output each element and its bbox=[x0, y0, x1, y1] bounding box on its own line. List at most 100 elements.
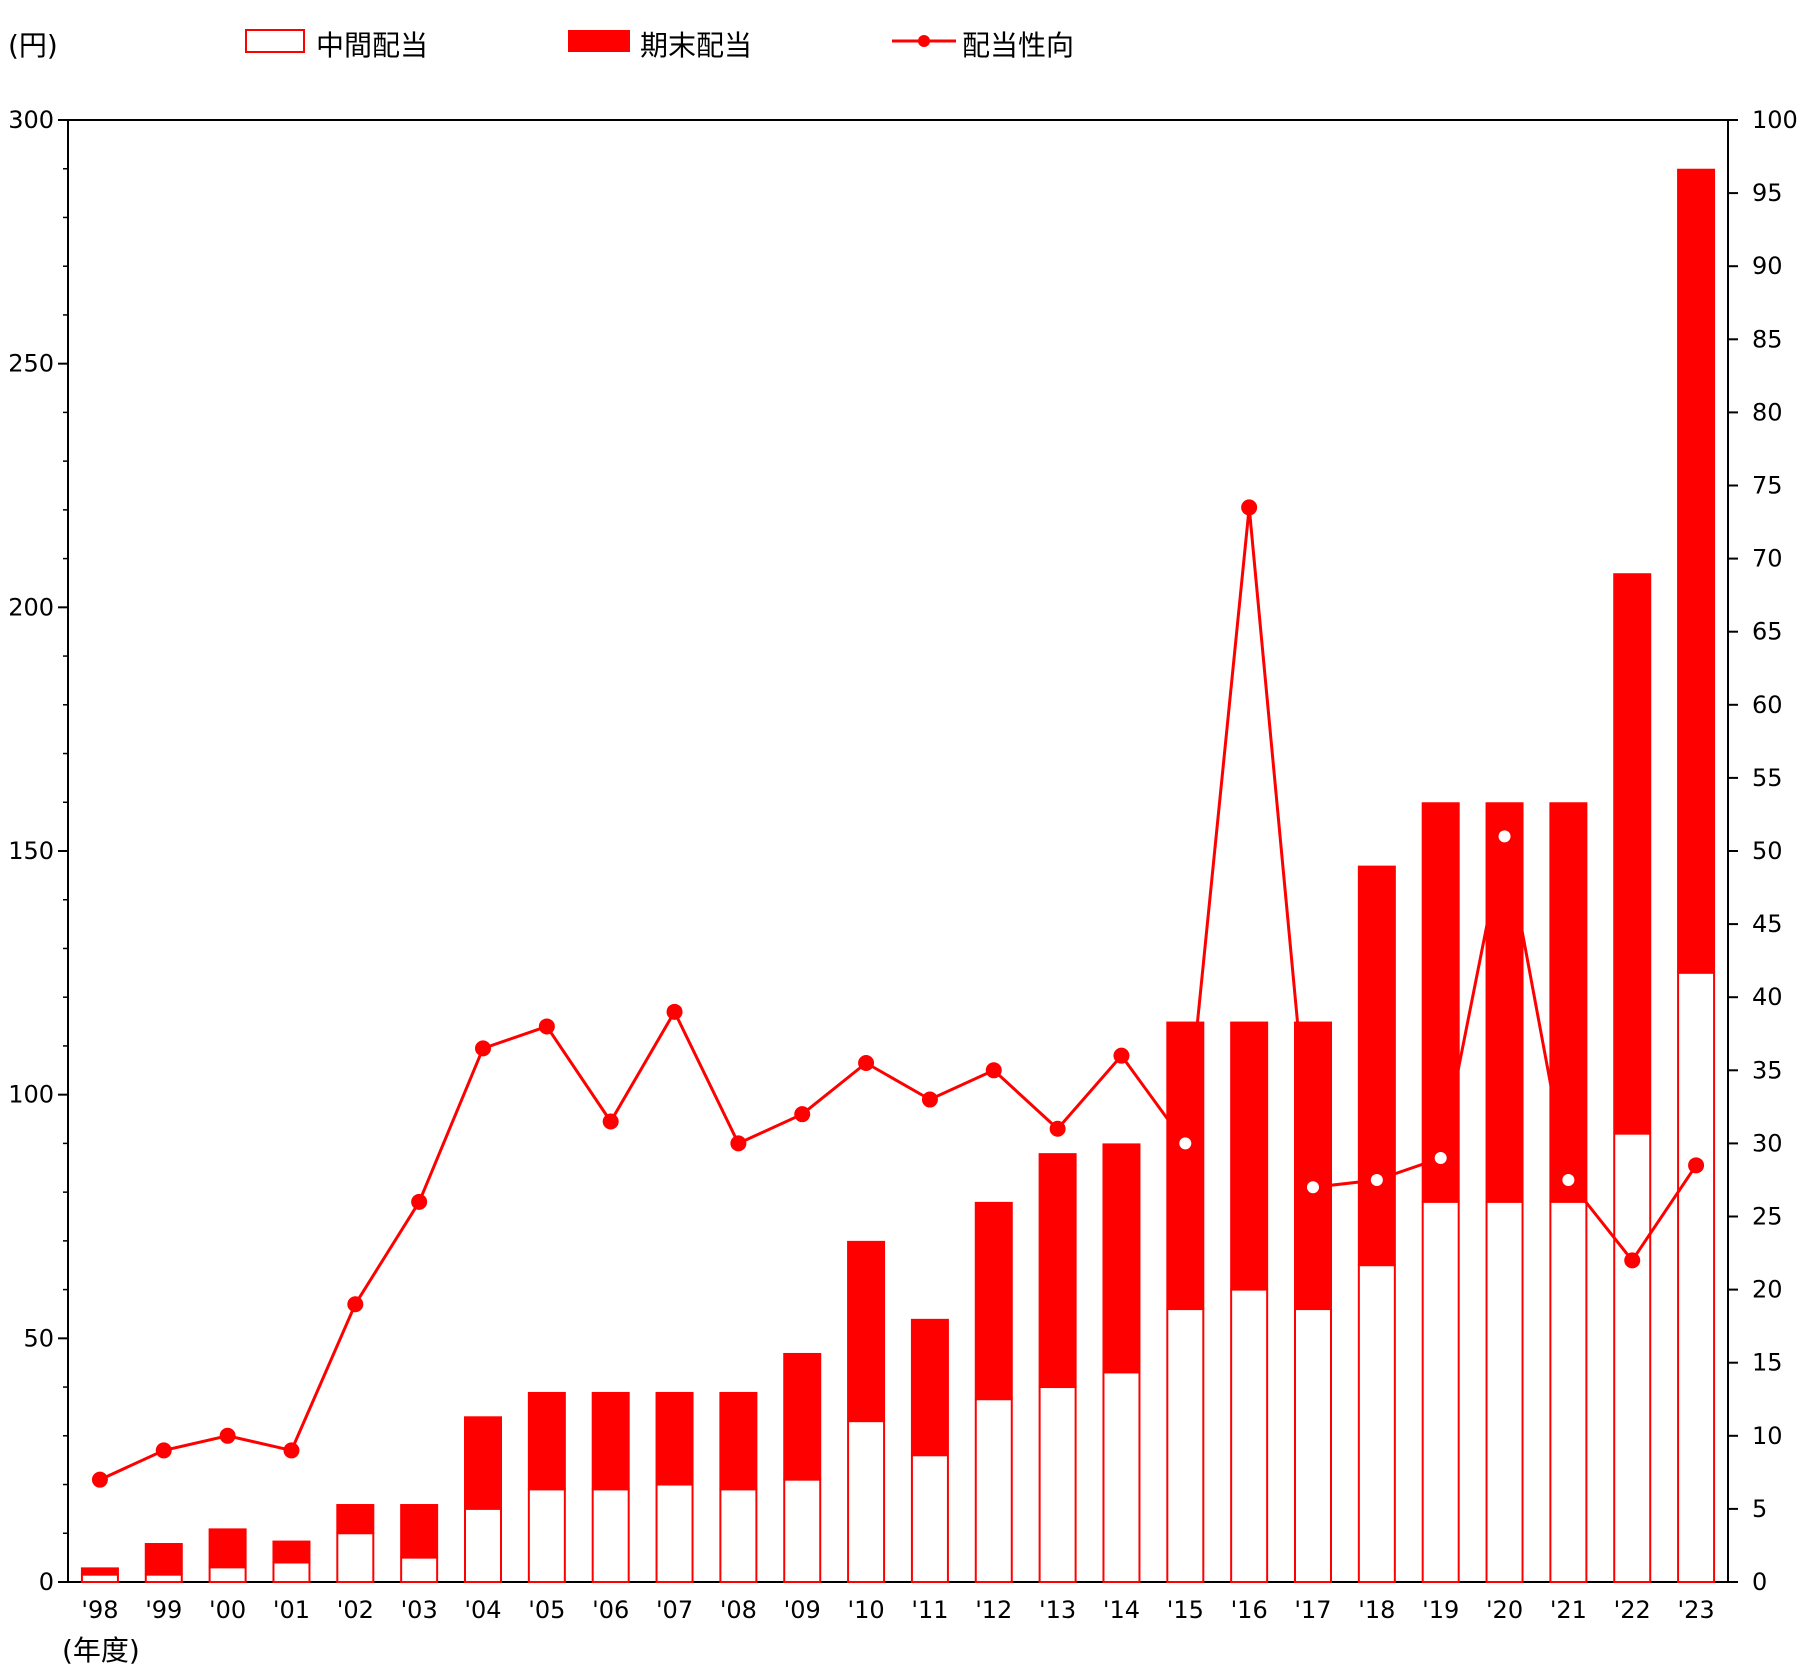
bar-year-end bbox=[1038, 1153, 1077, 1388]
y-right-tick-label: 60 bbox=[1752, 691, 1783, 719]
bar-interim bbox=[80, 1573, 119, 1583]
y-right-tick-label: 25 bbox=[1752, 1203, 1783, 1231]
y-right-tick-label: 55 bbox=[1752, 764, 1783, 792]
y-left-tick-label: 300 bbox=[8, 106, 54, 134]
x-tick-label: '99 bbox=[145, 1596, 182, 1624]
y-right-tick-label: 50 bbox=[1752, 837, 1783, 865]
payout-ratio-marker bbox=[1688, 1157, 1705, 1174]
x-tick-label: '02 bbox=[337, 1596, 374, 1624]
x-tick-label: '00 bbox=[209, 1596, 246, 1624]
y-right-tick-label: 65 bbox=[1752, 618, 1783, 646]
bar-interim bbox=[847, 1420, 886, 1584]
bar-year-end bbox=[1166, 1021, 1205, 1310]
bar-interim bbox=[1677, 971, 1716, 1583]
bar-year-end bbox=[464, 1416, 502, 1509]
bar-interim bbox=[1485, 1200, 1524, 1583]
x-tick-label: '05 bbox=[528, 1596, 565, 1624]
y-right-tick-label: 15 bbox=[1752, 1349, 1783, 1377]
x-tick-labels: '98 '99 '00 '01 '02 '03 '04 '05 '06 '07 '08 '09 '10 '… bbox=[81, 1596, 1714, 1624]
payout-ratio-line bbox=[91, 499, 1705, 1488]
x-tick-label: '98 bbox=[81, 1596, 118, 1624]
bar-interim bbox=[910, 1454, 949, 1583]
x-tick-label: '18 bbox=[1358, 1596, 1395, 1624]
bar-interim bbox=[144, 1573, 183, 1583]
bar-year-end bbox=[144, 1543, 183, 1575]
bar-year-end bbox=[910, 1318, 949, 1456]
bar-interim bbox=[1230, 1288, 1269, 1583]
x-tick-label: '07 bbox=[656, 1596, 693, 1624]
x-tick-label: '01 bbox=[273, 1596, 310, 1624]
y-left-tick-label: 50 bbox=[23, 1324, 54, 1352]
bar-interim bbox=[336, 1532, 375, 1584]
payout-ratio-marker bbox=[538, 1018, 555, 1035]
legend-swatch-payout-marker bbox=[918, 35, 930, 47]
payout-ratio-marker bbox=[985, 1062, 1002, 1079]
x-tick-label: '15 bbox=[1167, 1596, 1204, 1624]
plot-frame bbox=[67, 119, 1729, 1583]
x-tick-label: '17 bbox=[1294, 1596, 1331, 1624]
y-right-tick-label: 90 bbox=[1752, 252, 1783, 280]
bar-year-end bbox=[527, 1391, 566, 1490]
payout-ratio-marker bbox=[91, 1471, 108, 1488]
y-right-tick-label: 80 bbox=[1752, 398, 1783, 426]
bar-interim bbox=[1102, 1371, 1141, 1583]
bar-interim bbox=[783, 1478, 822, 1584]
payout-ratio-marker bbox=[219, 1427, 236, 1444]
bar-year-end bbox=[1677, 168, 1716, 973]
bar-year-end bbox=[208, 1528, 247, 1568]
x-tick-label: '11 bbox=[911, 1596, 948, 1624]
x-tick-label: '22 bbox=[1614, 1596, 1651, 1624]
y-right-tick-label: 35 bbox=[1752, 1056, 1783, 1084]
x-axis-unit-label: (年度) bbox=[62, 1634, 140, 1667]
x-tick-label: '23 bbox=[1678, 1596, 1715, 1624]
payout-ratio-marker bbox=[1430, 1148, 1451, 1169]
payout-ratio-marker bbox=[858, 1054, 875, 1071]
bar-interim bbox=[527, 1488, 566, 1583]
payout-ratio-marker bbox=[1494, 826, 1515, 847]
y-left-tick-label: 100 bbox=[8, 1081, 54, 1109]
y-left-tick-label: 200 bbox=[8, 593, 54, 621]
bar-year-end bbox=[1549, 802, 1588, 1202]
y-right-tick-label: 85 bbox=[1752, 325, 1783, 353]
bar-interim bbox=[1549, 1200, 1588, 1583]
bar-year-end bbox=[1294, 1021, 1332, 1310]
y-right-tick-label: 5 bbox=[1752, 1495, 1767, 1523]
payout-ratio-marker bbox=[1303, 1177, 1323, 1198]
bar-interim bbox=[1421, 1200, 1460, 1583]
y-left-tick-label: 150 bbox=[8, 837, 54, 865]
payout-ratio-marker bbox=[411, 1193, 428, 1210]
y-right-tick-label: 20 bbox=[1752, 1276, 1783, 1304]
y-left-tick-label: 0 bbox=[39, 1568, 54, 1596]
x-tick-label: '08 bbox=[720, 1596, 757, 1624]
payout-ratio-marker bbox=[1113, 1047, 1130, 1064]
bar-year-end bbox=[1102, 1143, 1141, 1373]
bar-year-end bbox=[336, 1504, 375, 1534]
x-tick-label: '16 bbox=[1231, 1596, 1268, 1624]
bar-year-end bbox=[974, 1201, 1013, 1400]
bar-interim bbox=[464, 1507, 502, 1584]
payout-ratio-marker bbox=[666, 1003, 683, 1020]
bar-interim bbox=[1038, 1386, 1077, 1583]
bar-year-end bbox=[1230, 1021, 1269, 1290]
bar-interim bbox=[655, 1483, 694, 1583]
payout-ratio-marker bbox=[1366, 1169, 1387, 1190]
x-tick-label: '03 bbox=[401, 1596, 438, 1624]
bar-interim bbox=[1613, 1132, 1652, 1583]
legend-label-interim: 中間配当 bbox=[316, 29, 428, 62]
payout-ratio-marker bbox=[921, 1091, 938, 1108]
payout-ratio-marker bbox=[1558, 1169, 1579, 1190]
bar-interim bbox=[591, 1488, 630, 1583]
payout-ratio-marker bbox=[155, 1442, 172, 1459]
legend-label-year-end: 期末配当 bbox=[640, 29, 752, 62]
bar-year-end bbox=[1485, 802, 1524, 1202]
bar-year-end bbox=[80, 1567, 119, 1575]
bar-year-end bbox=[591, 1391, 630, 1490]
x-tick-label: '21 bbox=[1550, 1596, 1587, 1624]
y-axis-unit-label: (円) bbox=[8, 29, 58, 62]
bar-year-end bbox=[272, 1540, 311, 1563]
legend-swatch-year-end bbox=[568, 30, 630, 52]
payout-ratio-marker bbox=[1049, 1120, 1066, 1137]
bar-year-end bbox=[1613, 573, 1652, 1134]
bar-year-end bbox=[655, 1391, 694, 1485]
